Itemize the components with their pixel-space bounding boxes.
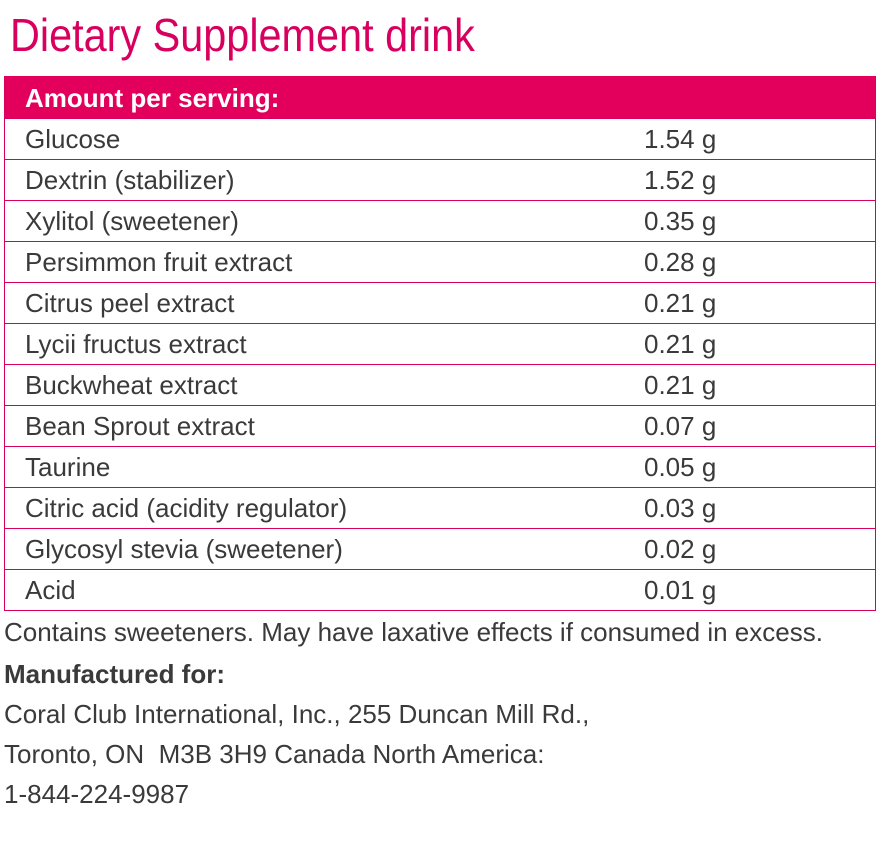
address-line: Coral Club International, Inc., 255 Dunc… — [4, 699, 590, 729]
ingredient-amount: 0.07 g — [644, 411, 717, 441]
ingredient-name: Citric acid (acidity regulator) — [25, 493, 348, 523]
ingredient-name: Xylitol (sweetener) — [25, 206, 239, 236]
ingredient-amount: 0.21 g — [644, 288, 717, 318]
warning: Contains sweeteners. May have laxative e… — [4, 617, 823, 647]
ingredient-name: Glucose — [25, 124, 121, 154]
ingredient-name: Dextrin (stabilizer) — [25, 165, 235, 195]
ingredient-amount: 0.28 g — [644, 247, 717, 277]
ingredient-amount: 1.54 g — [644, 124, 717, 154]
table-row: Lycii fructus extract 0.21 g — [5, 323, 875, 364]
table-row: Taurine 0.05 g — [5, 446, 875, 487]
ingredient-amount: 0.35 g — [644, 206, 717, 236]
ingredient-amount: 0.21 g — [644, 329, 717, 359]
ingredient-name: Acid — [25, 575, 76, 605]
ingredient-amount: 0.01 g — [644, 575, 717, 605]
table-row: Bean Sprout extract 0.07 g — [5, 405, 875, 446]
ingredient-amount: 0.02 g — [644, 534, 717, 564]
address-line: 1-844-224-9987 — [4, 779, 190, 809]
table-row: Xylitol (sweetener) 0.35 g — [5, 200, 875, 241]
ingredient-name: Buckwheat extract — [25, 370, 238, 400]
title: Dietary Supplement drink — [10, 9, 475, 61]
ingredient-amount: 1.52 g — [644, 165, 717, 195]
ingredient-amount: 0.21 g — [644, 370, 717, 400]
nutrition-table: Amount per serving: Glucose 1.54 g Dextrin… — [4, 76, 876, 611]
ingredient-name: Citrus peel extract — [25, 288, 235, 318]
ingredient-name: Lycii fructus extract — [25, 329, 247, 359]
ingredient-name: Bean Sprout extract — [25, 411, 255, 441]
manufacturer-heading: Manufactured for: — [4, 659, 225, 689]
ingredient-name: Glycosyl stevia (sweetener) — [25, 534, 343, 564]
address-line: Toronto, ON M3B 3H9 Canada North America… — [4, 739, 545, 769]
ingredient-name: Taurine — [25, 452, 111, 482]
ingredient-amount: 0.03 g — [644, 493, 717, 523]
table-row: Glycosyl stevia (sweetener) 0.02 g — [5, 528, 875, 569]
notes: Contains sweeteners. May have laxative e… — [4, 612, 874, 814]
table-row: Glucose 1.54 g — [5, 118, 875, 159]
ingredient-name: Persimmon fruit extract — [25, 247, 293, 277]
manufacturer-address: Coral Club International, Inc., 255 Dunc… — [4, 694, 874, 814]
table-row: Dextrin (stabilizer) 1.52 g — [5, 159, 875, 200]
table-row: Citric acid (acidity regulator) 0.03 g — [5, 487, 875, 528]
table-row: Acid 0.01 g — [5, 569, 875, 610]
table-row: Buckwheat extract 0.21 g — [5, 364, 875, 405]
ingredient-amount: 0.05 g — [644, 452, 717, 482]
table-heading: Amount per serving: — [5, 76, 875, 118]
table-row: Citrus peel extract 0.21 g — [5, 282, 875, 323]
table-row: Persimmon fruit extract 0.28 g — [5, 241, 875, 282]
